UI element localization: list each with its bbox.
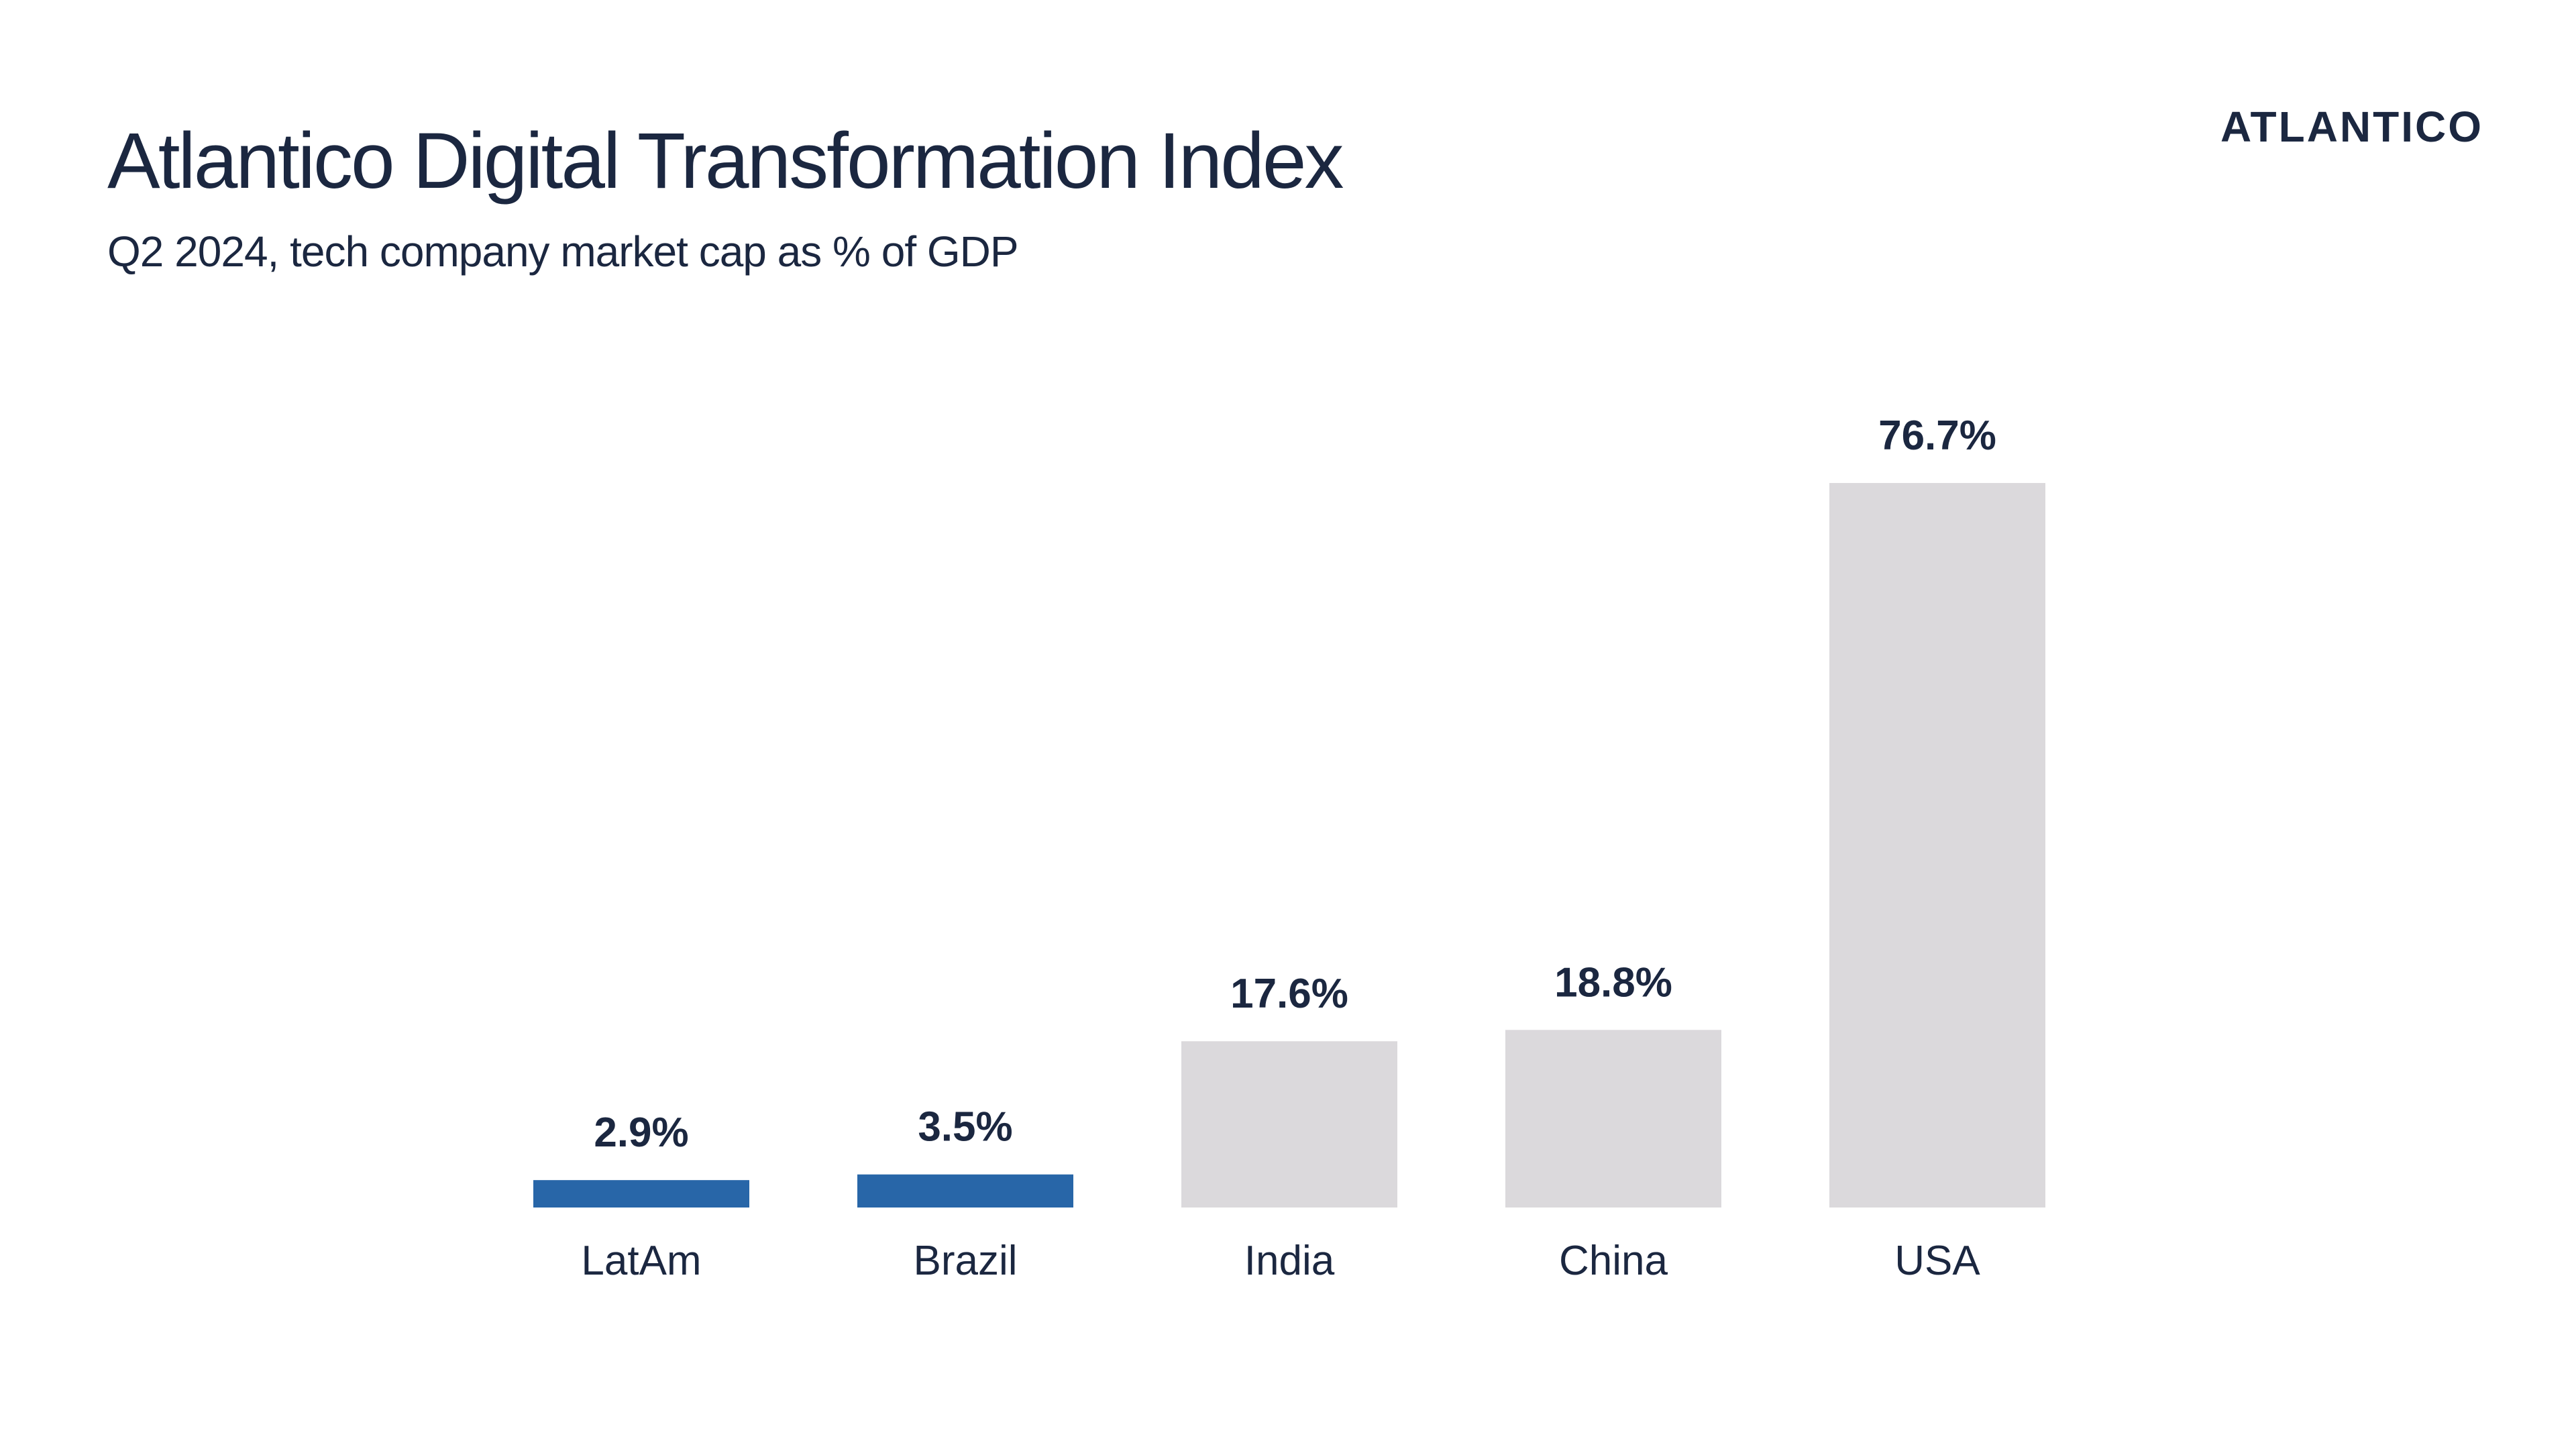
value-label-latam: 2.9% xyxy=(594,1110,688,1156)
bar-china xyxy=(1505,1030,1721,1208)
category-label-china: China xyxy=(1559,1238,1668,1284)
category-label-latam: LatAm xyxy=(581,1238,701,1284)
value-label-china: 18.8% xyxy=(1554,959,1672,1006)
value-label-india: 17.6% xyxy=(1230,971,1348,1017)
chart-subtitle: Q2 2024, tech company market cap as % of… xyxy=(107,227,1019,276)
bar-brazil xyxy=(857,1174,1073,1208)
value-label-brazil: 3.5% xyxy=(918,1104,1012,1150)
chart-title: Atlantico Digital Transformation Index xyxy=(107,117,1344,205)
value-label-usa: 76.7% xyxy=(1878,413,1996,459)
atlantico-logo: ATLANTICO xyxy=(2220,103,2483,151)
category-label-brazil: Brazil xyxy=(913,1238,1017,1284)
category-label-usa: USA xyxy=(1894,1238,1980,1284)
bar-usa xyxy=(1829,483,2045,1208)
bar-latam xyxy=(533,1180,749,1208)
bar-india xyxy=(1181,1041,1397,1208)
category-label-india: India xyxy=(1244,1238,1335,1284)
